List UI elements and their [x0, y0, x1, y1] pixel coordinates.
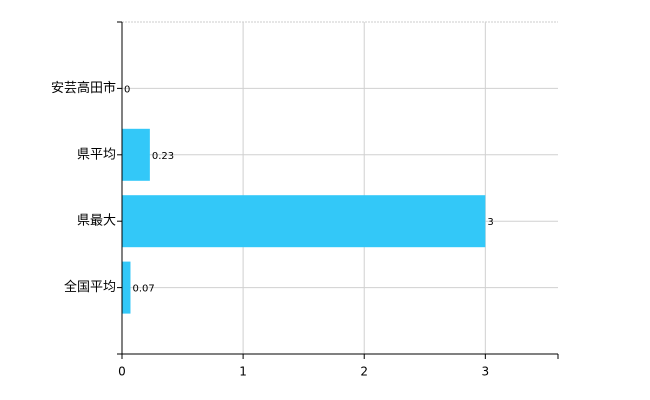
bar	[122, 261, 131, 314]
value-label: 0	[124, 84, 130, 95]
x-tick-label: 2	[360, 365, 368, 379]
value-label: 0.07	[132, 284, 154, 295]
value-label: 3	[487, 217, 493, 228]
x-tick-label: 0	[118, 365, 126, 379]
y-tick-label: 安芸高田市	[51, 80, 116, 96]
bar	[122, 128, 150, 181]
y-tick-label: 全国平均	[64, 279, 116, 295]
y-tick-label: 県平均	[77, 147, 116, 162]
y-tick-label: 県最大	[77, 214, 116, 229]
x-tick-label: 3	[482, 365, 490, 379]
value-label: 0.23	[152, 151, 174, 162]
bar	[122, 195, 486, 248]
x-tick-label: 1	[239, 365, 247, 379]
